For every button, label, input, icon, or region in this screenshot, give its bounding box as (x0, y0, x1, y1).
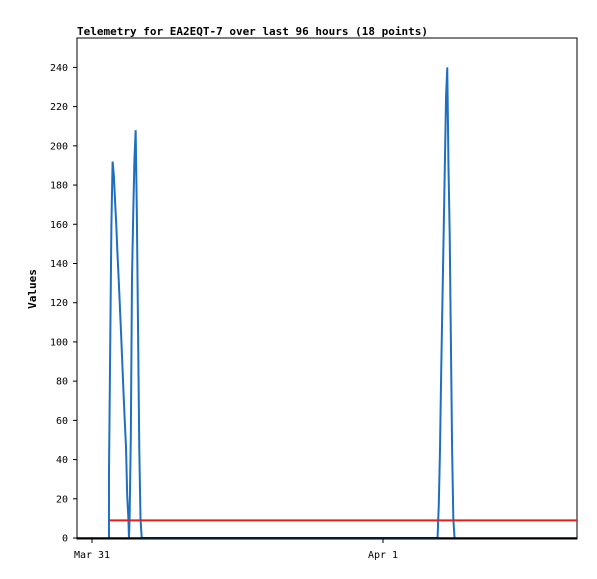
y-axis: 0 20 40 60 80 100 120 140 160 180 200 220 240 (50, 63, 77, 545)
y-tick-label: 240 (50, 63, 68, 74)
y-tick-label: 20 (56, 494, 68, 505)
y-tick-label: 160 (50, 220, 68, 231)
y-axis-label: Values (26, 269, 39, 309)
plot-frame (76, 37, 578, 540)
y-tick-label: 100 (50, 337, 68, 348)
x-tick-label: Apr 1 (368, 550, 398, 561)
y-tick-label: 120 (50, 298, 68, 309)
y-tick-label: 200 (50, 141, 68, 152)
y-tick-label: 220 (50, 102, 68, 113)
y-tick-label: 60 (56, 416, 68, 427)
x-tick-label: Mar 31 (74, 550, 110, 561)
y-tick-label: 40 (56, 455, 68, 466)
x-axis: Mar 31 Apr 1 (74, 538, 398, 561)
y-tick-label: 140 (50, 259, 68, 270)
y-tick-label: 180 (50, 181, 68, 192)
series-line-0 (107, 67, 456, 539)
series-layer (107, 67, 577, 539)
y-tick-label: 0 (62, 534, 68, 545)
y-tick-label: 80 (56, 377, 68, 388)
chart-title: Telemetry for EA2EQT-7 over last 96 hour… (77, 25, 428, 38)
